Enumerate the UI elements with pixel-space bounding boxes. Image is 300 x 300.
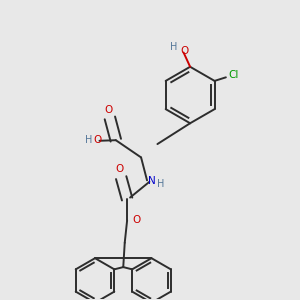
Text: O: O — [104, 105, 112, 115]
Text: H: H — [85, 135, 93, 145]
Text: H: H — [170, 42, 178, 52]
Text: N: N — [148, 176, 156, 186]
Text: O: O — [181, 46, 189, 56]
Text: H: H — [157, 178, 164, 189]
Text: Cl: Cl — [229, 70, 239, 80]
Text: O: O — [116, 164, 124, 174]
Text: O: O — [132, 215, 140, 225]
Text: O: O — [93, 135, 101, 145]
